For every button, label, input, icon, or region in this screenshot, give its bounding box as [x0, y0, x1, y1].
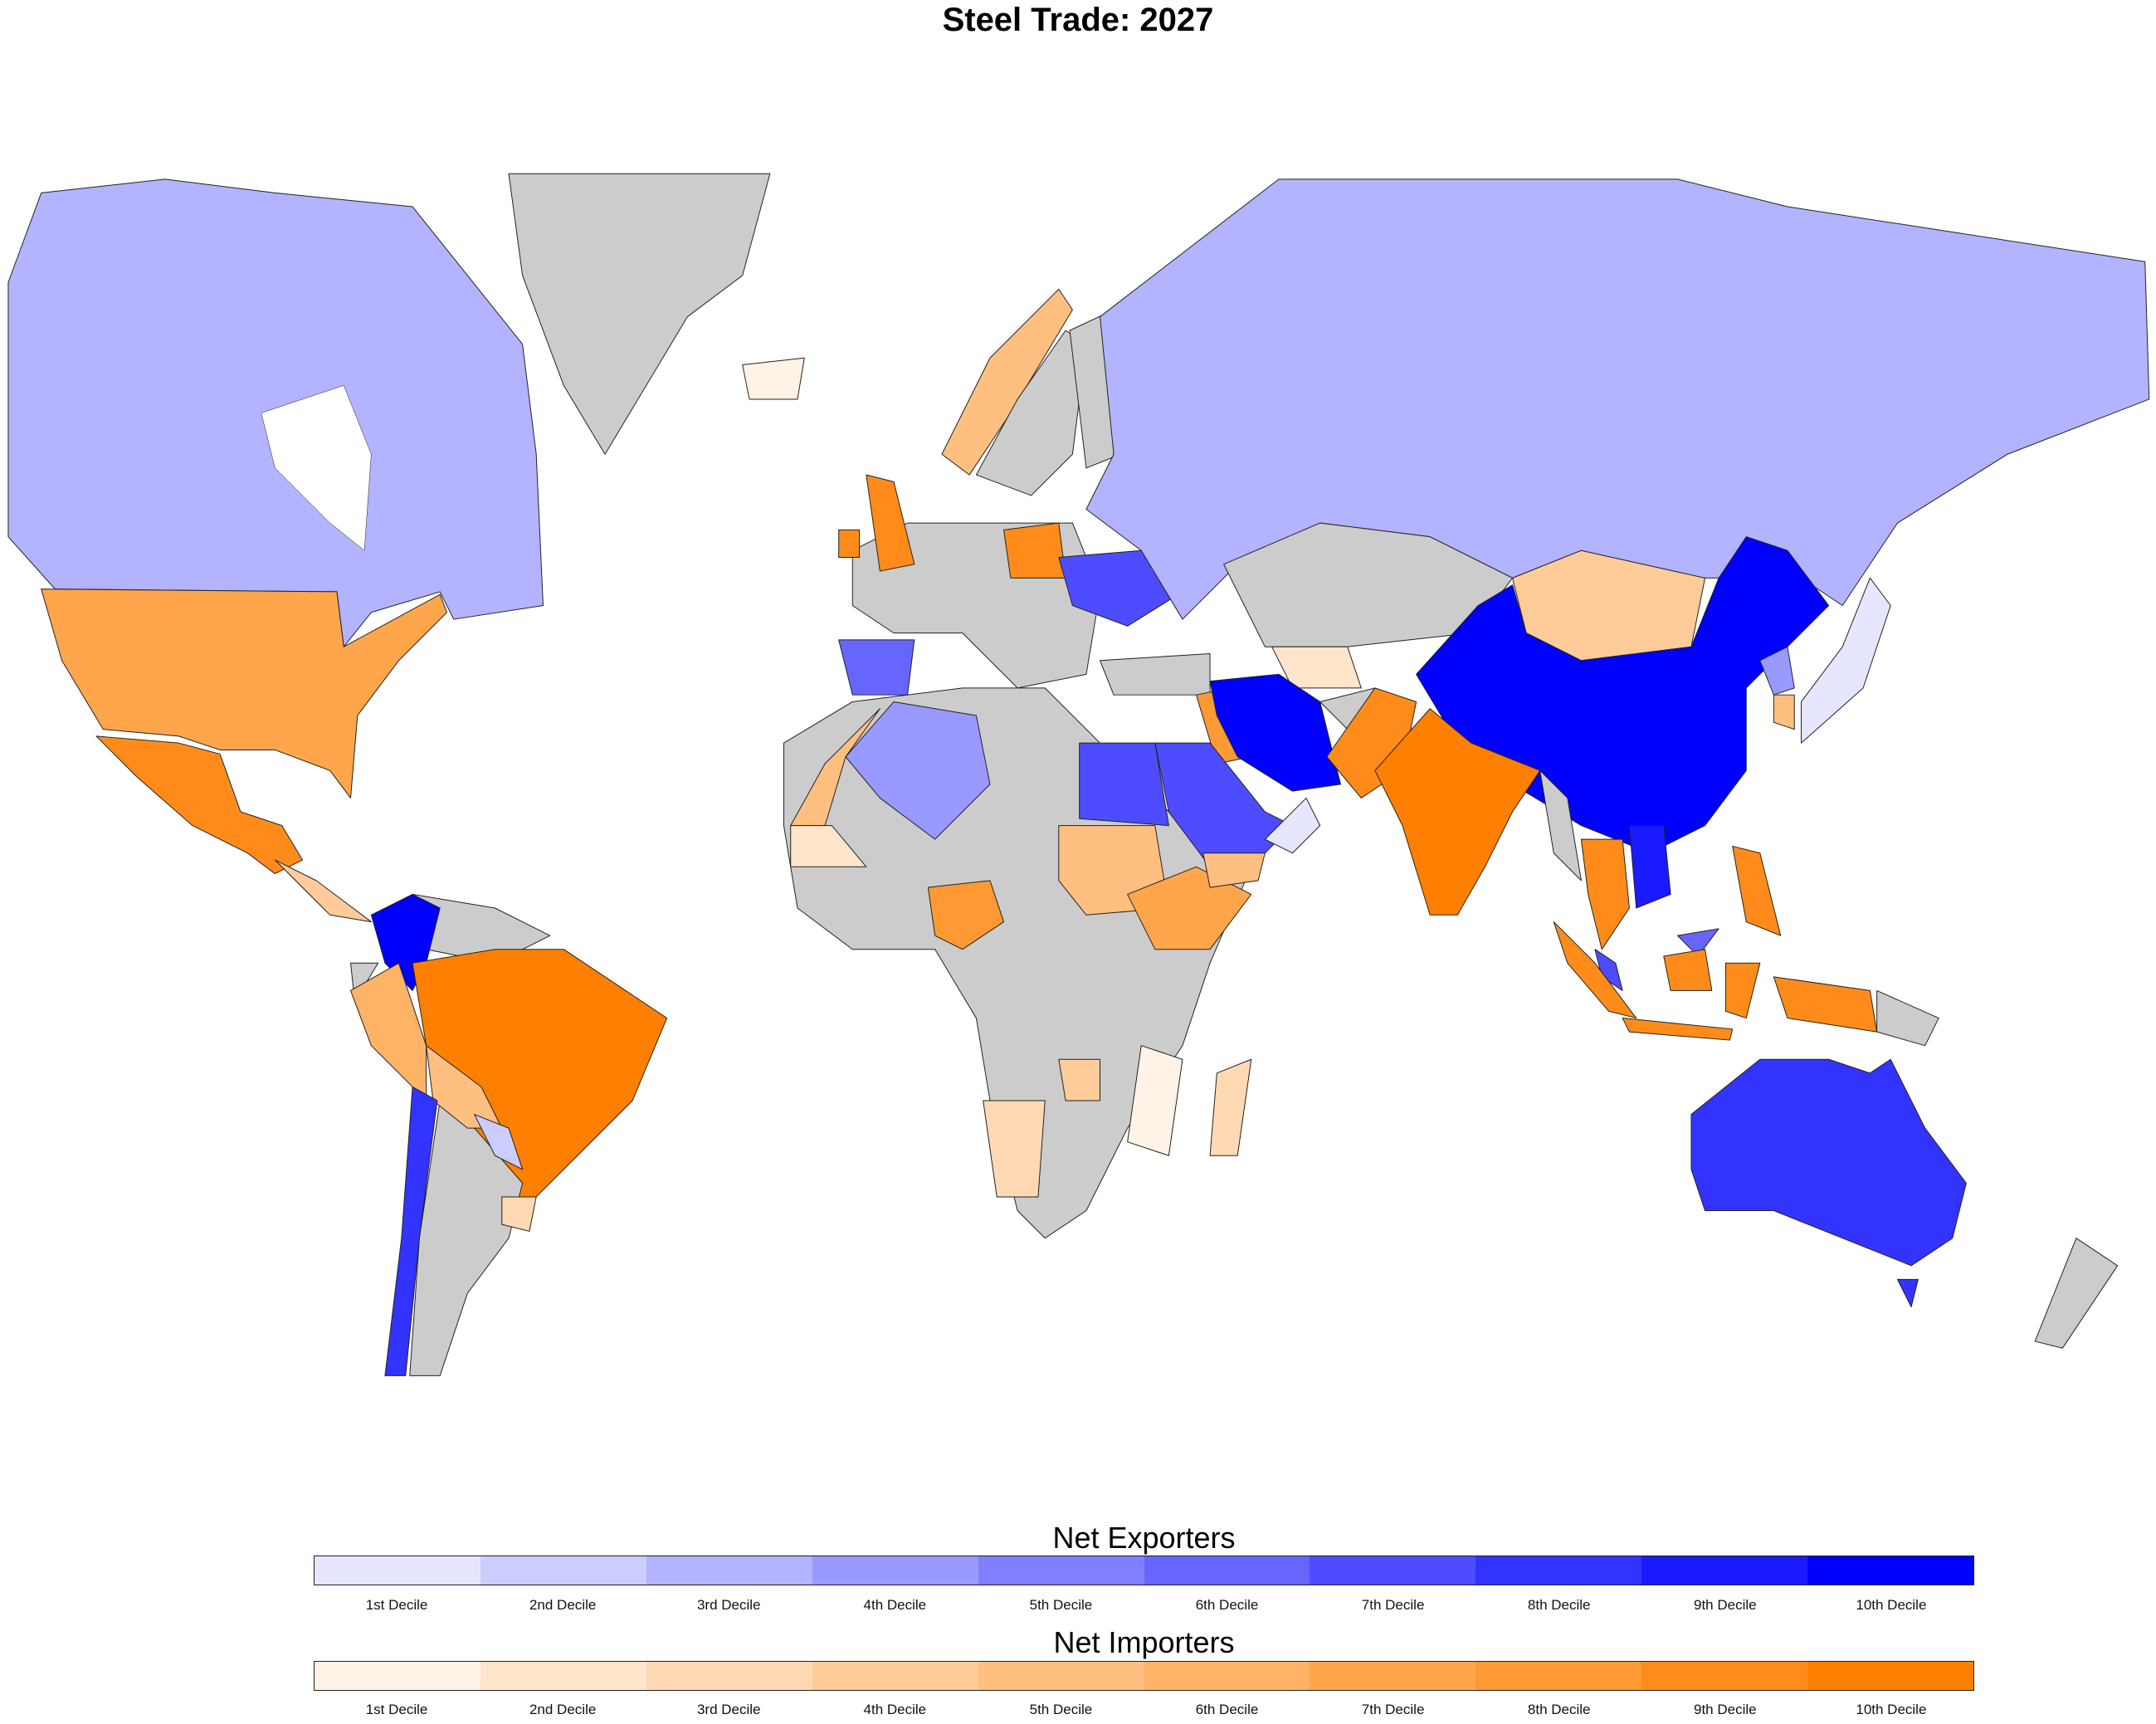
country-ethiopia	[1127, 866, 1252, 950]
exporters-label-8: 8th Decile	[1527, 1597, 1591, 1613]
exporters-legend-title: Net Exporters	[1052, 1521, 1236, 1555]
country-madagascar	[1209, 1058, 1252, 1156]
country-myanmar	[1539, 769, 1582, 882]
importers-legend-title: Net Importers	[1053, 1625, 1235, 1659]
country-norway	[941, 288, 1073, 476]
country-png	[1876, 989, 1939, 1047]
country-zambia	[1058, 1058, 1101, 1101]
exporters-label-3: 3rd Decile	[696, 1597, 761, 1613]
importers-swatch-4	[812, 1662, 978, 1690]
importers-label-7: 7th Decile	[1361, 1702, 1425, 1717]
exporters-label-5: 5th Decile	[1029, 1597, 1093, 1613]
country-ukraine	[1058, 549, 1183, 627]
importers-swatch-1	[315, 1662, 480, 1690]
importers-colorbar	[314, 1661, 1974, 1691]
country-japan	[1801, 577, 1891, 744]
country-indonesia-sumatra	[1553, 921, 1637, 1019]
country-egypt	[1079, 742, 1169, 827]
importers-label-1: 1st Decile	[365, 1702, 428, 1717]
exporters-label-1: 1st Decile	[365, 1597, 428, 1613]
country-turkmenistan	[1271, 646, 1362, 689]
country-chile	[384, 1086, 438, 1376]
importers-label-5: 5th Decile	[1029, 1702, 1093, 1717]
importers-legend-labels: 1st Decile 2nd Decile 3rd Decile 4th Decile…	[314, 1702, 1974, 1718]
exporters-swatch-1	[315, 1556, 480, 1585]
exporters-swatch-5	[978, 1556, 1144, 1585]
hudson-bay	[261, 385, 372, 551]
country-uruguay	[501, 1196, 537, 1232]
country-indonesia-java	[1622, 1018, 1734, 1041]
country-mozambique	[1127, 1045, 1183, 1156]
country-malaysia	[1594, 949, 1623, 991]
country-oman	[1264, 797, 1321, 854]
importers-label-6: 6th Decile	[1195, 1702, 1259, 1717]
country-philippines	[1732, 845, 1782, 936]
exporters-swatch-7	[1310, 1556, 1476, 1585]
exporters-label-9: 9th Decile	[1693, 1597, 1757, 1613]
country-iceland	[742, 357, 805, 400]
exporters-colorbar	[314, 1556, 1974, 1585]
exporters-legend-labels: 1st Decile 2nd Decile 3rd Decile 4th Decile…	[314, 1597, 1974, 1614]
country-iran	[1209, 673, 1341, 792]
central-america	[274, 859, 372, 923]
country-north-korea	[1759, 646, 1795, 696]
country-south-korea	[1773, 694, 1795, 730]
country-uk	[866, 474, 915, 572]
country-australia	[1690, 1058, 1967, 1267]
country-yemen	[1202, 852, 1266, 888]
country-india	[1374, 708, 1541, 916]
country-namibia	[983, 1100, 1046, 1198]
exporters-label-7: 7th Decile	[1361, 1597, 1425, 1613]
importers-swatch-9	[1641, 1662, 1808, 1690]
exporters-swatch-8	[1476, 1556, 1642, 1585]
importers-label-9: 9th Decile	[1693, 1702, 1757, 1717]
country-malaysia-borneo	[1676, 928, 1719, 957]
country-indonesia-papua	[1773, 976, 1878, 1033]
country-ireland	[838, 529, 861, 558]
country-thailand	[1580, 838, 1630, 950]
importers-label-10: 10th Decile	[1856, 1702, 1927, 1717]
exporters-swatch-6	[1144, 1556, 1310, 1585]
country-tasmania	[1897, 1278, 1919, 1308]
country-algeria	[845, 701, 991, 840]
country-usa	[41, 589, 447, 799]
importers-label-8: 8th Decile	[1527, 1702, 1591, 1717]
country-turkey	[1100, 652, 1211, 696]
importers-swatch-10	[1807, 1662, 1974, 1690]
country-mauritania	[790, 825, 867, 867]
country-indonesia-sulawesi	[1724, 962, 1761, 1019]
exporters-swatch-9	[1641, 1556, 1808, 1585]
country-nigeria	[927, 880, 1005, 950]
country-spain	[838, 639, 915, 696]
country-poland	[1003, 522, 1066, 579]
importers-swatch-6	[1144, 1662, 1310, 1690]
exporters-label-10: 10th Decile	[1856, 1597, 1927, 1613]
exporters-swatch-2	[480, 1556, 646, 1585]
map-title: Steel Trade: 2027	[942, 2, 1214, 38]
importers-label-3: 3rd Decile	[696, 1702, 761, 1717]
importers-label-4: 4th Decile	[863, 1702, 927, 1717]
importers-label-2: 2nd Decile	[529, 1702, 597, 1717]
country-vietnam	[1628, 825, 1671, 909]
importers-swatch-2	[480, 1662, 646, 1690]
country-paraguay	[474, 1114, 524, 1170]
country-mexico	[95, 735, 304, 875]
exporters-swatch-10	[1807, 1556, 1974, 1585]
country-russia	[1085, 178, 2150, 620]
country-indonesia-borneo	[1663, 949, 1713, 991]
exporters-swatch-3	[646, 1556, 812, 1585]
exporters-label-4: 4th Decile	[863, 1597, 927, 1613]
importers-swatch-5	[978, 1662, 1144, 1690]
country-greenland	[508, 173, 771, 455]
importers-swatch-7	[1310, 1662, 1476, 1690]
exporters-label-6: 6th Decile	[1195, 1597, 1259, 1613]
exporters-swatch-4	[812, 1556, 978, 1585]
importers-swatch-3	[646, 1662, 812, 1690]
country-new-zealand	[2034, 1238, 2119, 1349]
exporters-label-2: 2nd Decile	[529, 1597, 597, 1613]
importers-swatch-8	[1476, 1662, 1642, 1690]
